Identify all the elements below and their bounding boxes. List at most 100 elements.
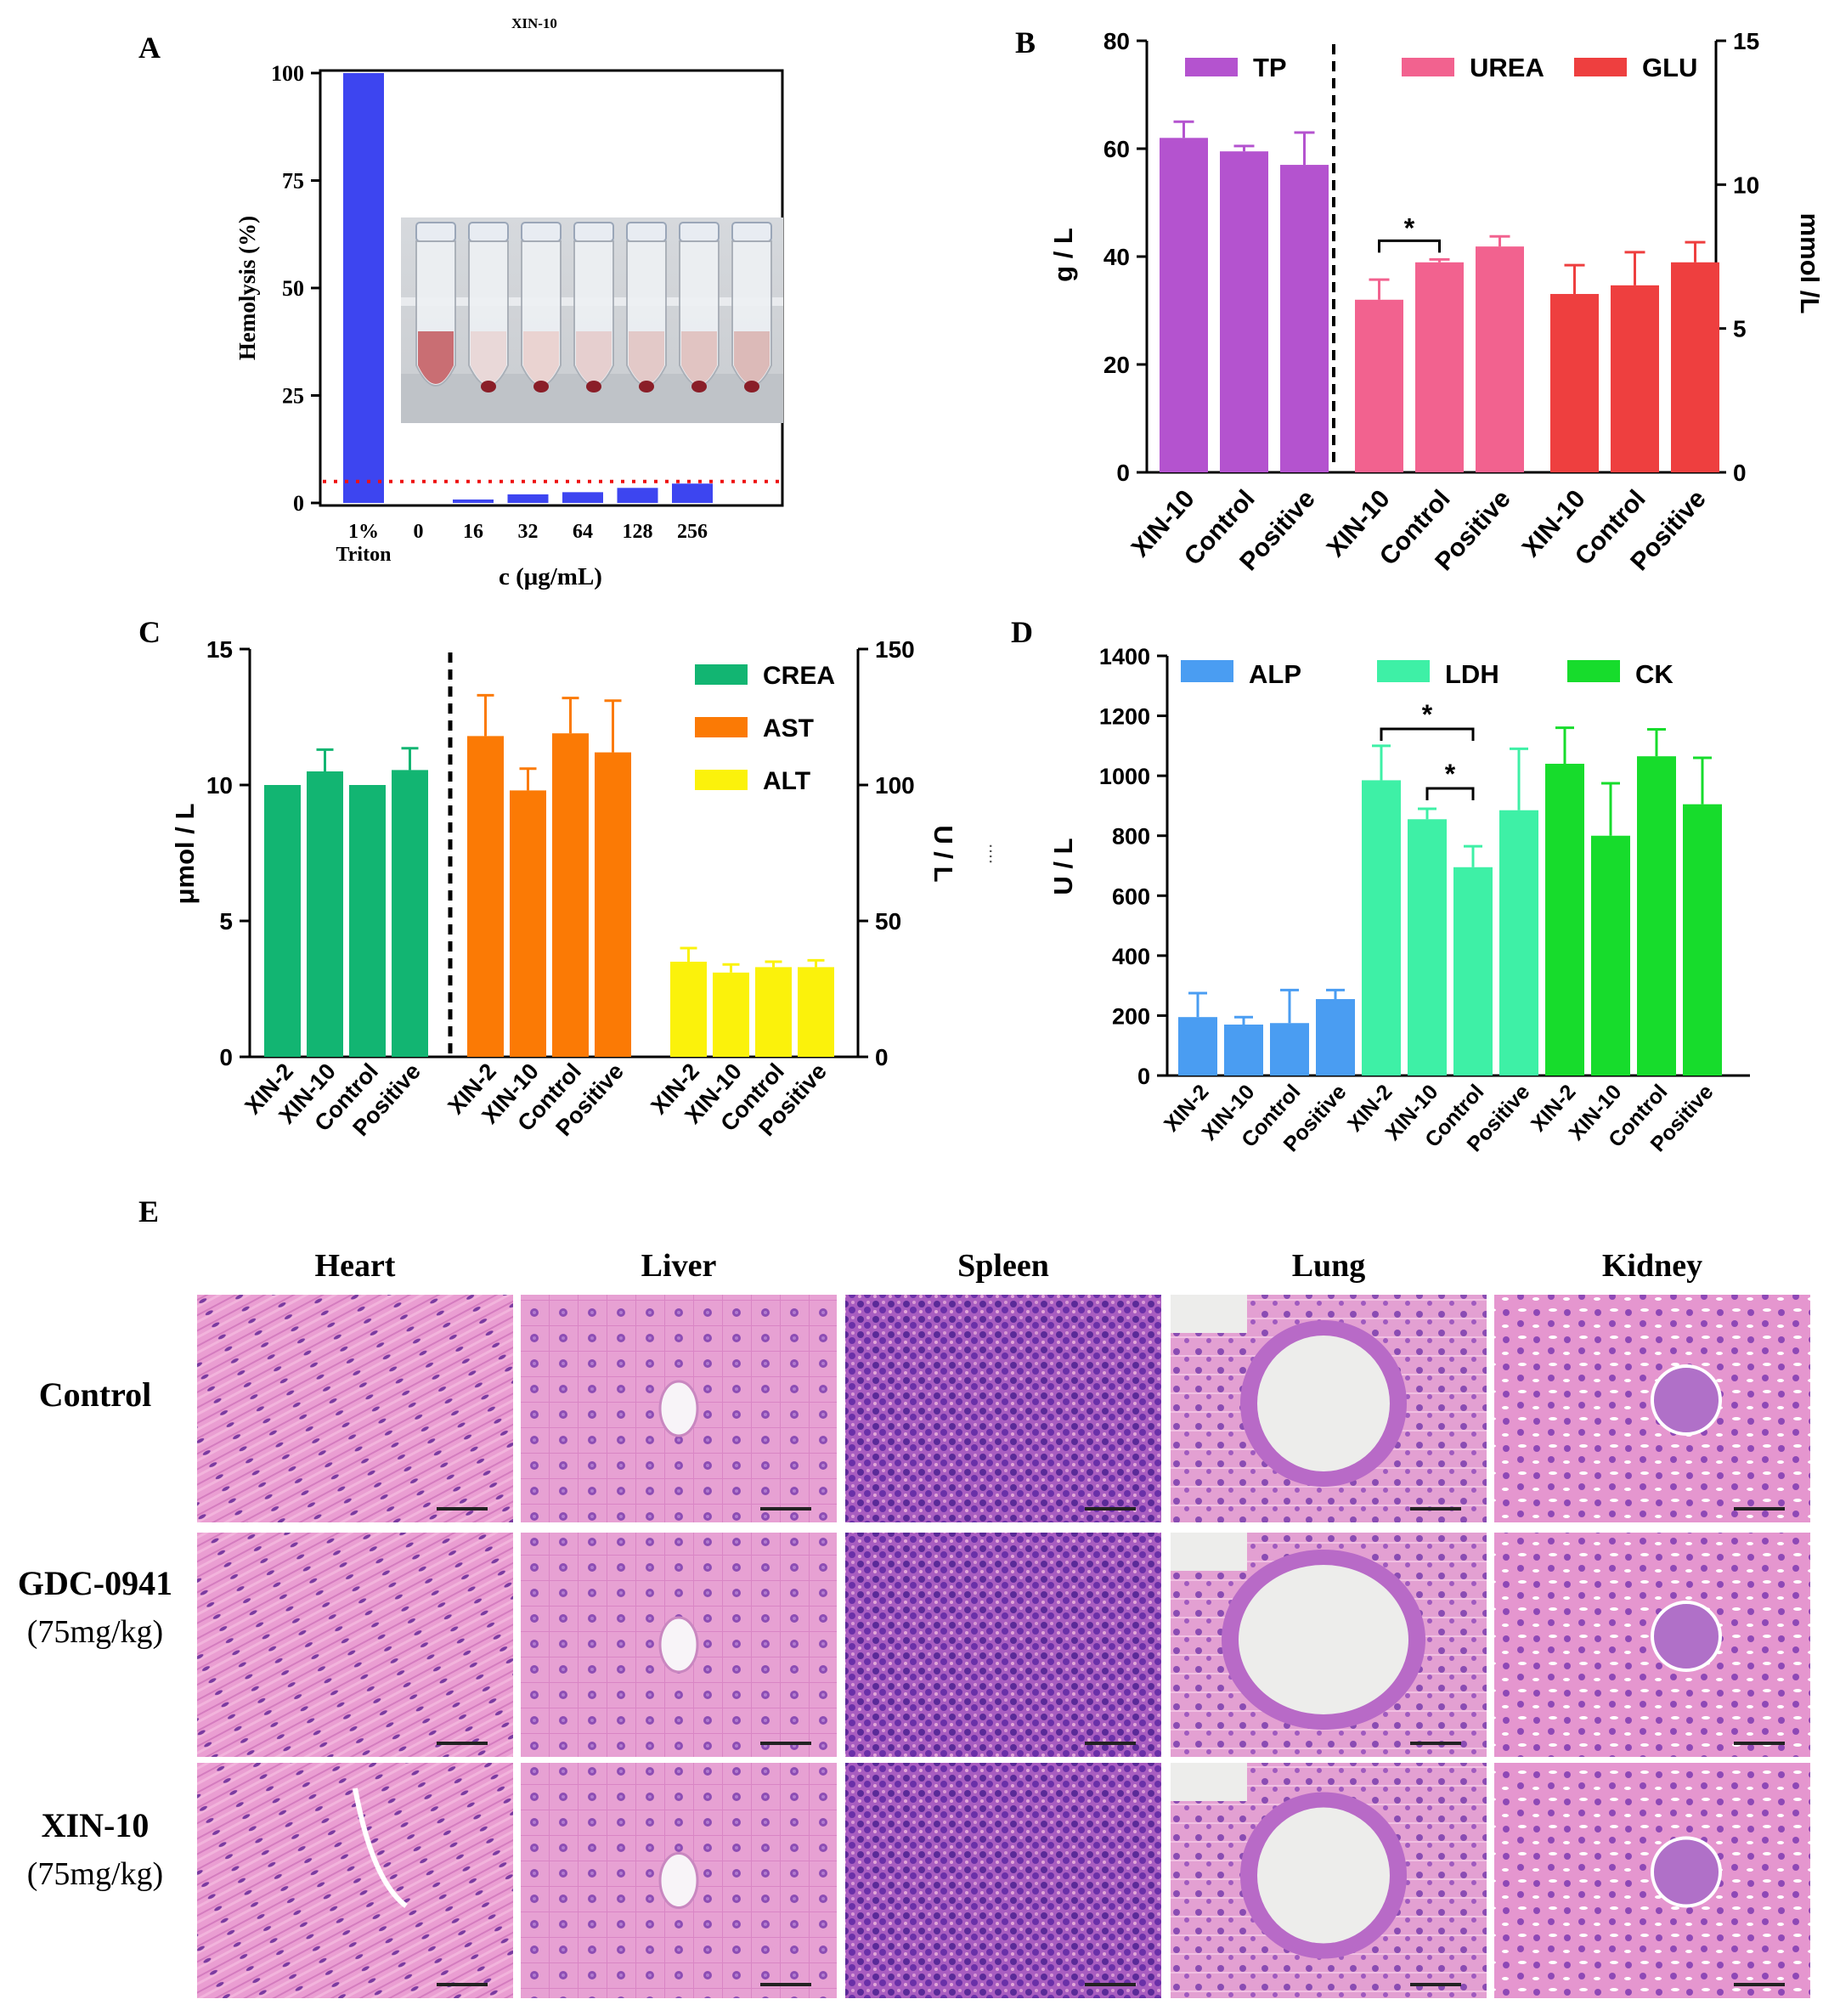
chart-a-ylabel: Hemolysis (%)	[234, 216, 260, 360]
chart-b-ylabel-right: mmol /L	[1795, 213, 1825, 314]
histology-tile-heart	[197, 1295, 513, 1522]
chart-d-ytick-label: 800	[1112, 824, 1150, 850]
chart-b-bar	[1415, 262, 1464, 472]
histology-tile-lung	[1171, 1533, 1487, 1757]
chart-a-xtick-label: 128	[623, 521, 653, 543]
chart-a-bar	[507, 494, 549, 503]
panel-e-histology-grid: Heart Liver Spleen Lung Kidney Control GDC-09…	[18, 1248, 1810, 1998]
chart-d-bar	[1362, 780, 1401, 1076]
chart-b-ytick-left-label: 80	[1103, 28, 1130, 54]
histology-tile-kidney	[1494, 1295, 1810, 1522]
histology-tile-heart	[197, 1763, 513, 1998]
chart-c-bar	[392, 770, 428, 1057]
chart-a-xtick-label: 0	[414, 521, 424, 543]
chart-d-sig-bracket	[1380, 727, 1475, 741]
chart-a-xtick-label: Triton	[336, 544, 392, 566]
panel-letter-b: B	[1015, 25, 1036, 59]
chart-c-ytick-left-label: 0	[219, 1044, 233, 1070]
chart-c-bar	[552, 733, 589, 1057]
chart-d-ytick-label: 400	[1112, 944, 1150, 969]
chart-c-legend-swatch	[695, 664, 748, 685]
chart-d-sig-star: *	[1422, 699, 1433, 730]
chart-c-legend-label: AST	[763, 714, 814, 743]
chart-c-bar	[713, 972, 749, 1057]
chart-c-bar	[264, 785, 301, 1057]
chart-a-ytick-label: 75	[282, 169, 304, 194]
chart-b-legend-label: TP	[1253, 53, 1287, 82]
tube	[573, 222, 614, 392]
chart-b-legend-label: GLU	[1642, 53, 1697, 82]
chart-c-bar	[307, 771, 343, 1057]
histology-row-dose: (75mg/kg)	[27, 1856, 163, 1892]
chart-b-sig-star: *	[1404, 212, 1415, 243]
chart-a-bar	[672, 483, 713, 503]
histology-column-spleen: Spleen	[957, 1248, 1049, 1284]
chart-c-legend-swatch	[695, 717, 748, 737]
chart-b-ylabel-left: g / L	[1048, 228, 1078, 282]
chart-c-bar	[755, 967, 792, 1057]
chart-d-sig-star: *	[1445, 759, 1456, 789]
chart-b-bar	[1550, 294, 1599, 472]
chart-b-bar	[1476, 246, 1524, 472]
panel-letter-d: D	[1011, 615, 1033, 649]
histology-row-dose: (75mg/kg)	[27, 1614, 163, 1650]
chart-b-legend-swatch	[1574, 58, 1627, 76]
chart-d-bar	[1545, 764, 1584, 1076]
tube	[731, 222, 772, 392]
chart-b-legend-swatch	[1402, 58, 1454, 76]
histology-tile-lung	[1171, 1295, 1487, 1522]
tube	[468, 222, 509, 392]
chart-c-right-extra: ....	[985, 844, 1007, 864]
chart-c-bar	[670, 962, 707, 1057]
chart-d-bar	[1683, 804, 1722, 1076]
chart-b-bar	[1355, 299, 1403, 472]
chart-c-ytick-right-label: 100	[875, 772, 915, 799]
chart-b-legend-swatch	[1185, 58, 1238, 76]
histology-row-label: GDC-0941	[18, 1564, 172, 1602]
panel-letter-a: A	[138, 31, 161, 65]
chart-d-bar	[1270, 1023, 1309, 1076]
panel-letter-c: C	[138, 615, 161, 649]
chart-c-bar	[595, 752, 631, 1057]
chart-a-ytick-label: 0	[293, 491, 304, 516]
chart-d-legend-label: LDH	[1445, 659, 1499, 689]
chart-d-bar	[1499, 810, 1538, 1076]
histology-tile-spleen	[845, 1763, 1161, 1998]
hemolysis-tubes-photo	[401, 217, 783, 423]
chart-c-ylabel-right: U / L	[928, 825, 958, 882]
chart-a-ytick-label: 100	[271, 61, 304, 86]
chart-d-bar	[1408, 819, 1447, 1076]
tube	[521, 222, 562, 392]
chart-c-ytick-left-label: 10	[206, 772, 233, 799]
chart-a-xtick-label: 16	[463, 521, 483, 543]
chart-b-ytick-right-label: 10	[1733, 172, 1759, 198]
histology-tile-spleen	[845, 1533, 1161, 1757]
chart-b-ytick-right-label: 15	[1733, 28, 1759, 54]
chart-d-legend-swatch	[1377, 660, 1430, 682]
histology-tile-heart	[197, 1533, 513, 1757]
chart-a-ytick-label: 25	[282, 384, 304, 409]
chart-c-ytick-left-label: 5	[219, 908, 233, 935]
histology-row-label: XIN-10	[42, 1806, 150, 1844]
chart-d-ytick-label: 1000	[1099, 764, 1150, 789]
histology-column-kidney: Kidney	[1602, 1248, 1702, 1284]
chart-d-ytick-label: 0	[1137, 1064, 1150, 1089]
chart-b-ytick-right-label: 0	[1733, 460, 1747, 486]
chart-a-xtick-label: 32	[518, 521, 539, 543]
tube	[415, 222, 456, 387]
chart-d-sig-bracket	[1425, 787, 1475, 800]
chart-c-bar	[510, 790, 546, 1057]
chart-d-bar	[1224, 1025, 1263, 1076]
chart-c-ylabel-left: μmol / L	[170, 804, 200, 905]
chart-a-bar	[617, 488, 658, 503]
tube	[626, 222, 667, 392]
histology-column-heart: Heart	[315, 1248, 396, 1284]
chart-a-xtick-label: 256	[677, 521, 708, 543]
chart-b-bar	[1280, 165, 1329, 473]
chart-b-ytick-left-label: 40	[1103, 244, 1130, 270]
